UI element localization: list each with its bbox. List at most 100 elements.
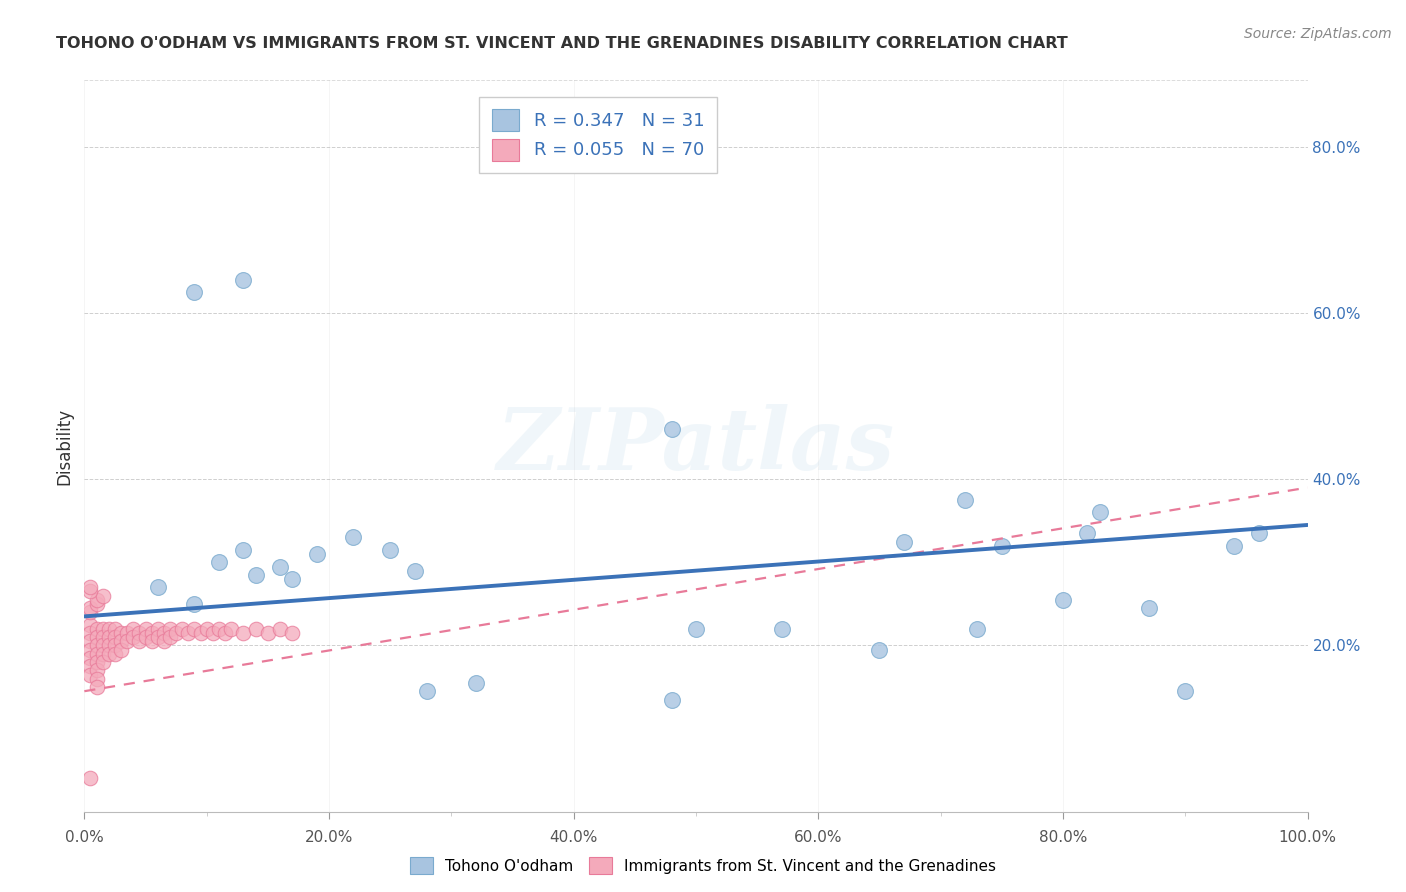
Point	[953, 493, 976, 508]
Point	[86, 630, 108, 644]
Point	[232, 626, 254, 640]
Point	[208, 555, 231, 569]
Point	[1247, 526, 1270, 541]
Point	[79, 605, 101, 619]
Point	[86, 639, 108, 653]
Point	[79, 651, 101, 665]
Point	[104, 622, 127, 636]
Point	[991, 539, 1014, 553]
Point	[183, 597, 205, 611]
Point	[91, 622, 114, 636]
Point	[91, 630, 114, 644]
Point	[281, 572, 304, 586]
Point	[135, 630, 157, 644]
Point	[91, 647, 114, 661]
Point	[146, 622, 169, 636]
Point	[1052, 592, 1074, 607]
Point	[269, 622, 291, 636]
Point	[257, 626, 280, 640]
Point	[122, 630, 145, 644]
Point	[97, 630, 120, 644]
Point	[269, 559, 291, 574]
Point	[159, 630, 181, 644]
Point	[79, 667, 101, 681]
Point	[232, 542, 254, 557]
Point	[685, 622, 707, 636]
Point	[464, 676, 486, 690]
Point	[128, 626, 150, 640]
Point	[342, 530, 364, 544]
Point	[79, 580, 101, 594]
Point	[153, 626, 176, 640]
Point	[79, 772, 101, 786]
Point	[79, 626, 101, 640]
Point	[165, 626, 187, 640]
Point	[97, 622, 120, 636]
Point	[190, 626, 212, 640]
Point	[110, 642, 132, 657]
Point	[79, 601, 101, 615]
Point	[201, 626, 224, 640]
Point	[135, 622, 157, 636]
Point	[97, 639, 120, 653]
Point	[159, 622, 181, 636]
Point	[232, 273, 254, 287]
Point	[86, 622, 108, 636]
Point	[219, 622, 242, 636]
Point	[79, 659, 101, 673]
Point	[128, 634, 150, 648]
Point	[79, 642, 101, 657]
Point	[869, 642, 891, 657]
Point	[1088, 506, 1111, 520]
Point	[195, 622, 218, 636]
Point	[245, 622, 267, 636]
Point	[146, 580, 169, 594]
Point	[141, 634, 163, 648]
Point	[104, 639, 127, 653]
Point	[115, 626, 138, 640]
Point	[770, 622, 793, 636]
Point	[86, 597, 108, 611]
Point	[79, 617, 101, 632]
Point	[1076, 526, 1098, 541]
Point	[305, 547, 328, 561]
Point	[208, 622, 231, 636]
Point	[177, 626, 200, 640]
Point	[86, 680, 108, 694]
Point	[245, 567, 267, 582]
Point	[380, 542, 402, 557]
Point	[404, 564, 426, 578]
Text: TOHONO O'ODHAM VS IMMIGRANTS FROM ST. VINCENT AND THE GRENADINES DISABILITY CORR: TOHONO O'ODHAM VS IMMIGRANTS FROM ST. VI…	[56, 36, 1069, 51]
Point	[86, 664, 108, 678]
Point	[966, 622, 988, 636]
Point	[79, 584, 101, 599]
Y-axis label: Disability: Disability	[55, 408, 73, 484]
Legend: R = 0.347   N = 31, R = 0.055   N = 70: R = 0.347 N = 31, R = 0.055 N = 70	[479, 96, 717, 173]
Point	[91, 655, 114, 669]
Legend: Tohono O'odham, Immigrants from St. Vincent and the Grenadines: Tohono O'odham, Immigrants from St. Vinc…	[404, 851, 1002, 880]
Point	[122, 622, 145, 636]
Point	[183, 285, 205, 300]
Point	[146, 630, 169, 644]
Point	[97, 647, 120, 661]
Point	[661, 692, 683, 706]
Point	[86, 672, 108, 686]
Point	[1174, 684, 1197, 698]
Point	[153, 634, 176, 648]
Point	[1137, 601, 1160, 615]
Point	[416, 684, 439, 698]
Point	[86, 647, 108, 661]
Point	[91, 639, 114, 653]
Point	[79, 634, 101, 648]
Point	[110, 626, 132, 640]
Text: ZIPatlas: ZIPatlas	[496, 404, 896, 488]
Point	[893, 534, 915, 549]
Point	[115, 634, 138, 648]
Point	[86, 655, 108, 669]
Point	[86, 592, 108, 607]
Point	[110, 634, 132, 648]
Text: Source: ZipAtlas.com: Source: ZipAtlas.com	[1244, 27, 1392, 41]
Point	[91, 589, 114, 603]
Point	[1223, 539, 1246, 553]
Point	[281, 626, 304, 640]
